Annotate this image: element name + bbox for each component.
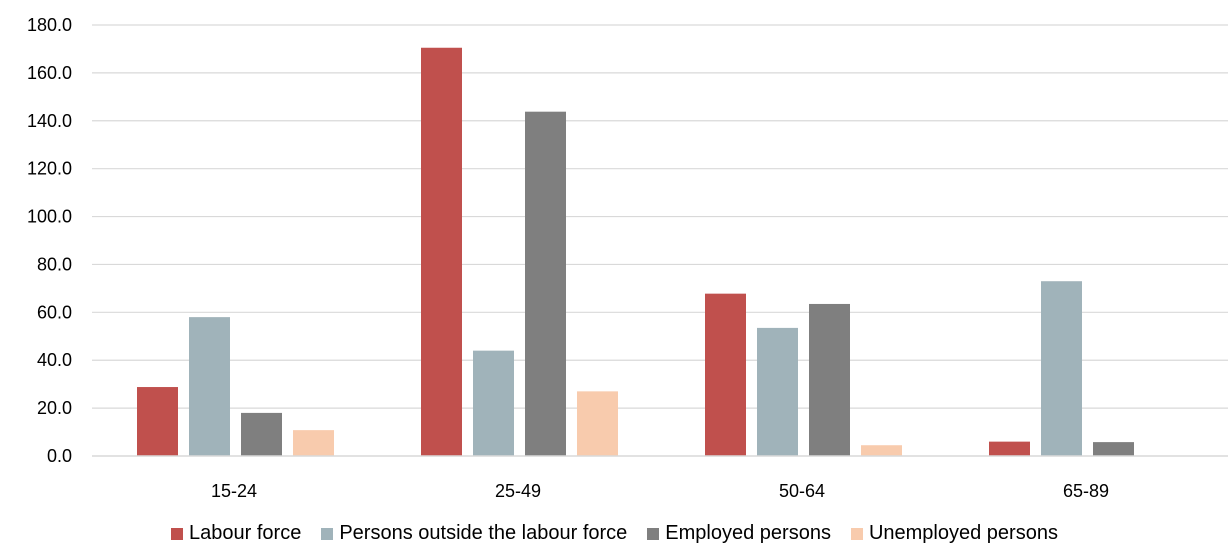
x-axis-tick-labels: 15-24 25-49 50-64 65-89: [211, 481, 1109, 501]
bar: [577, 391, 618, 456]
bar: [421, 47, 462, 456]
bar: [705, 293, 746, 456]
x-tick-label: 50-64: [779, 481, 825, 501]
legend-label: Employed persons: [665, 522, 831, 544]
legend-item: Unemployed persons: [850, 522, 1058, 545]
legend-label: Labour force: [189, 522, 302, 544]
bar: [189, 317, 230, 456]
y-tick-label: 140.0: [27, 111, 72, 131]
x-tick-label: 65-89: [1063, 481, 1109, 501]
legend-item: Employed persons: [647, 522, 831, 545]
bars: [137, 47, 1134, 456]
x-tick-label: 15-24: [211, 481, 257, 501]
bar: [241, 412, 282, 456]
legend-swatch: [647, 527, 660, 540]
y-tick-label: 40.0: [37, 350, 72, 370]
y-tick-label: 180.0: [27, 15, 72, 35]
legend-label: Persons outside the labour force: [339, 522, 628, 544]
y-tick-label: 60.0: [37, 302, 72, 322]
chart-legend: Labour force Persons outside the labour f…: [0, 520, 1229, 547]
legend-swatch: [321, 527, 334, 540]
y-tick-label: 0.0: [47, 446, 72, 466]
legend-label: Unemployed persons: [868, 522, 1058, 544]
bar: [473, 350, 514, 456]
y-tick-label: 80.0: [37, 254, 72, 274]
x-tick-label: 25-49: [495, 481, 541, 501]
bar: [809, 303, 850, 456]
y-tick-label: 120.0: [27, 159, 72, 179]
y-tick-label: 20.0: [37, 398, 72, 418]
legend-swatch: [171, 527, 184, 540]
legend-item: Labour force: [171, 522, 301, 545]
legend-item: Persons outside the labour force: [321, 522, 627, 545]
bar: [293, 430, 334, 456]
bar: [525, 111, 566, 456]
bar-chart: 0.0 20.0 40.0 60.0 80.0 100.0 120.0 140.0 160.0 1…: [27, 15, 1228, 501]
y-tick-label: 100.0: [27, 207, 72, 227]
bar: [757, 327, 798, 456]
y-axis-tick-labels: 0.0 20.0 40.0 60.0 80.0 100.0 120.0 140.0 160.0 1…: [27, 15, 72, 466]
y-tick-label: 160.0: [27, 63, 72, 83]
bar: [1093, 442, 1134, 456]
bar: [1041, 281, 1082, 456]
legend-swatch: [850, 527, 863, 540]
bar: [989, 441, 1030, 456]
bar: [137, 387, 178, 456]
gridlines: [92, 24, 1228, 409]
bar: [861, 445, 902, 456]
